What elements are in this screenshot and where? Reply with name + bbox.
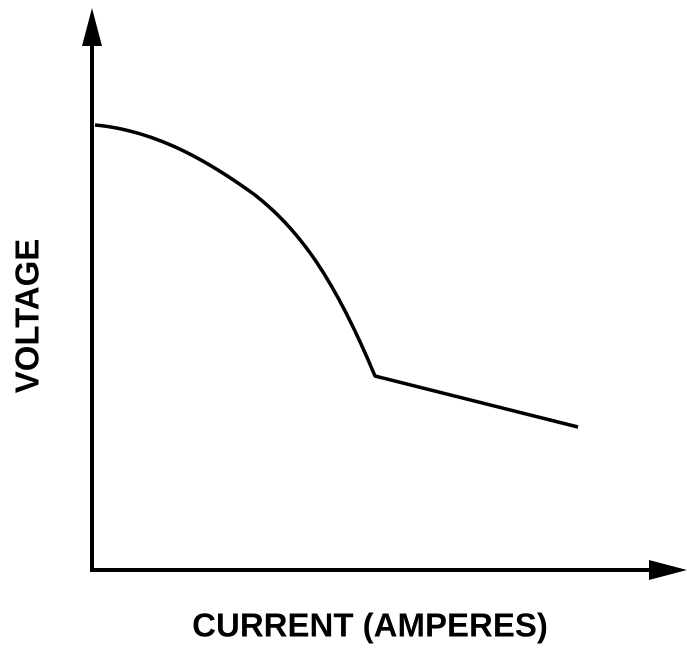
x-axis-label: CURRENT (AMPERES): [192, 607, 548, 644]
y-axis-label: VOLTAGE: [9, 239, 46, 394]
curve: [94, 123, 579, 429]
y-axis-arrow: [82, 8, 102, 46]
x-axis-arrow: [649, 560, 687, 580]
